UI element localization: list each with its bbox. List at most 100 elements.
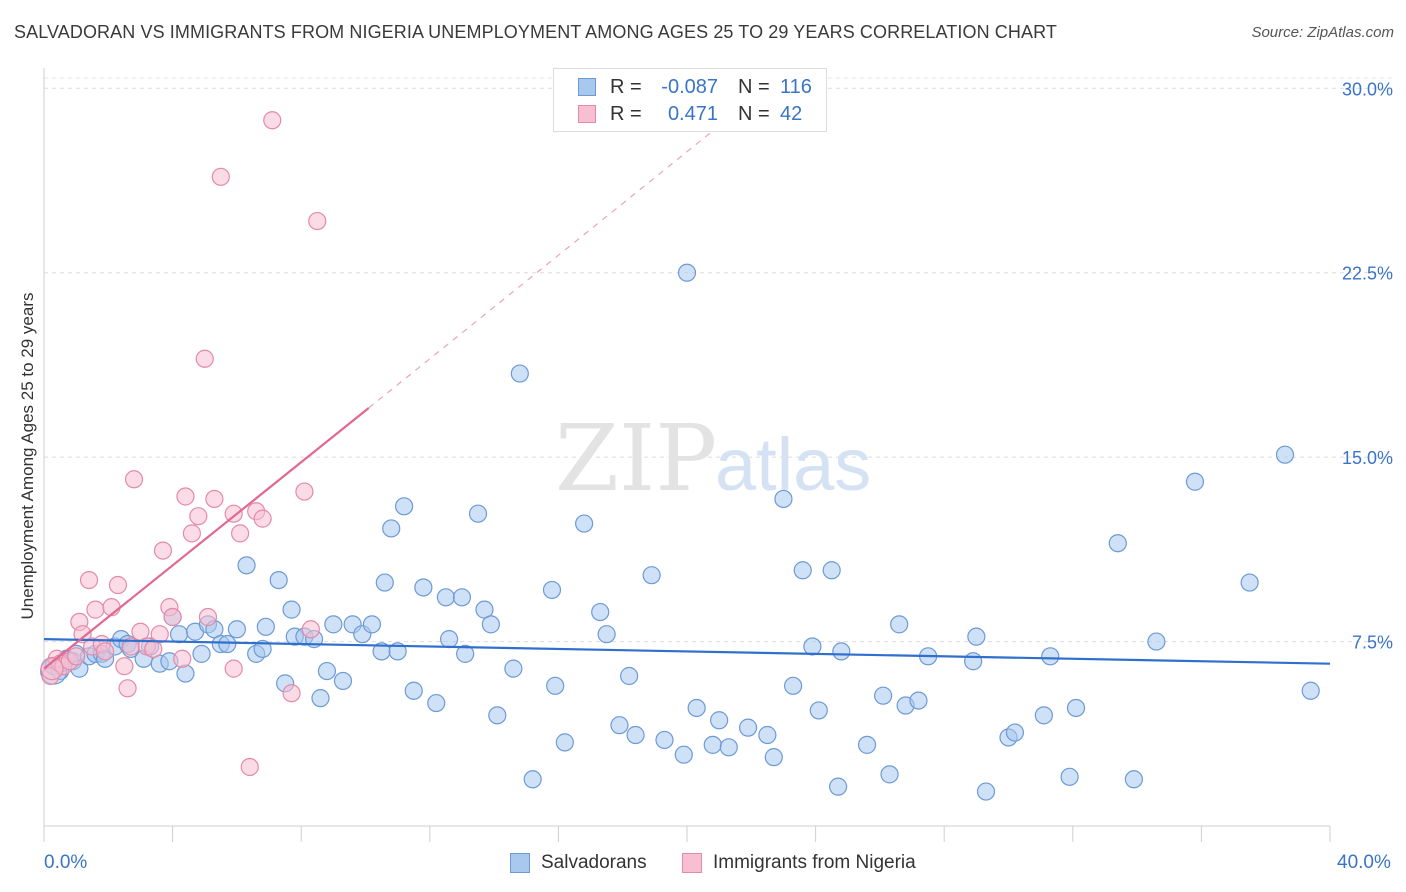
- watermark-atlas: atlas: [715, 423, 871, 506]
- legend-n-value: 42: [780, 102, 803, 125]
- data-point: [758, 725, 777, 745]
- data-point: [488, 706, 507, 725]
- chart-title: SALVADORAN VS IMMIGRANTS FROM NIGERIA UN…: [14, 22, 1057, 42]
- data-point: [1060, 767, 1079, 786]
- legend-swatch-salvadorans: [510, 853, 530, 873]
- data-point: [1034, 706, 1053, 725]
- data-point: [169, 625, 189, 644]
- data-point: [809, 701, 828, 720]
- data-point: [95, 642, 115, 661]
- data-point: [546, 676, 565, 695]
- y-axis-label: Unemployment Among Ages 25 to 29 years: [18, 292, 37, 620]
- data-point: [227, 620, 246, 639]
- legend-r-value: -0.087: [661, 75, 718, 98]
- data-point: [118, 679, 137, 698]
- data-point: [301, 620, 320, 639]
- data-point: [41, 666, 60, 686]
- data-point: [620, 666, 639, 686]
- data-point: [1147, 632, 1166, 651]
- data-point: [295, 482, 314, 501]
- data-point: [211, 167, 230, 186]
- data-point: [195, 349, 214, 368]
- data-point: [67, 647, 86, 666]
- data-point: [237, 556, 256, 575]
- trend-line-salvadorans: [43, 638, 1331, 665]
- y-tick-labels: 7.5% 15.0% 22.5% 30.0%: [1342, 79, 1393, 652]
- data-point: [764, 748, 783, 767]
- legend-item-nigeria[interactable]: Immigrants from Nigeria: [682, 852, 916, 874]
- data-point: [79, 570, 99, 590]
- data-point: [510, 364, 529, 383]
- legend-item-salvadorans[interactable]: Salvadorans: [510, 852, 647, 874]
- data-point: [231, 524, 250, 543]
- data-point: [382, 519, 401, 538]
- data-point: [832, 642, 851, 661]
- data-point: [86, 600, 105, 619]
- trend-line-nigeria: [43, 407, 370, 670]
- data-point: [703, 735, 722, 754]
- data-point: [452, 588, 472, 607]
- y-tick-label: 30.0%: [1342, 79, 1393, 99]
- data-point: [710, 711, 729, 730]
- data-point: [150, 625, 169, 644]
- series-nigeria: [40, 111, 327, 777]
- data-point: [555, 733, 574, 752]
- data-point: [655, 730, 674, 750]
- data-point: [324, 615, 343, 634]
- data-point: [976, 782, 996, 801]
- trend-layer: [43, 112, 1331, 670]
- data-point: [311, 689, 330, 708]
- data-point: [1275, 445, 1295, 464]
- x-tick-label-max: 40.0%: [1337, 852, 1391, 873]
- watermark-zip: ZIP: [555, 405, 717, 512]
- data-point: [263, 111, 282, 130]
- data-point: [783, 676, 803, 695]
- data-point: [224, 504, 243, 523]
- data-point: [388, 642, 407, 661]
- data-point: [793, 561, 812, 580]
- data-point: [626, 725, 645, 745]
- data-point: [173, 649, 192, 668]
- legend-n-label: N =: [738, 75, 770, 98]
- series-layer: [40, 111, 1320, 801]
- data-point: [456, 644, 475, 663]
- data-point-cluster: [40, 657, 64, 681]
- series-legend: Salvadorans Immigrants from Nigeria: [0, 852, 1406, 876]
- data-point: [404, 681, 423, 700]
- data-point: [308, 211, 327, 231]
- legend-r-label: R =: [610, 75, 642, 98]
- legend-row-nigeria: R = 0.471 N = 42: [578, 101, 802, 127]
- legend-label-nigeria: Immigrants from Nigeria: [713, 852, 916, 873]
- source-attribution: Source: ZipAtlas.com: [1251, 24, 1394, 41]
- data-point: [253, 509, 272, 528]
- data-point: [224, 659, 243, 678]
- data-point: [575, 514, 594, 533]
- data-point: [176, 487, 195, 506]
- data-point: [124, 470, 144, 489]
- data-point: [182, 524, 201, 543]
- data-point: [1185, 472, 1205, 491]
- data-point: [436, 588, 455, 607]
- data-point: [1041, 647, 1060, 666]
- legend-swatch-nigeria: [578, 105, 596, 123]
- y-tick-label: 7.5%: [1352, 633, 1393, 653]
- legend-swatch-salvadorans: [578, 78, 596, 96]
- data-point: [504, 659, 523, 678]
- data-point: [198, 607, 218, 627]
- legend-swatch-nigeria: [682, 853, 702, 873]
- data-point: [240, 757, 259, 777]
- data-point: [1301, 681, 1320, 700]
- data-point: [362, 615, 382, 634]
- y-tick-label: 22.5%: [1342, 264, 1393, 284]
- legend-r-label: R =: [610, 102, 642, 125]
- data-point: [192, 644, 211, 663]
- data-point: [890, 615, 909, 634]
- data-point: [282, 600, 301, 619]
- data-point: [719, 738, 738, 757]
- data-point: [269, 570, 288, 590]
- data-point: [115, 657, 134, 676]
- data-point: [414, 578, 433, 597]
- data-point: [597, 625, 616, 644]
- data-point: [874, 686, 893, 705]
